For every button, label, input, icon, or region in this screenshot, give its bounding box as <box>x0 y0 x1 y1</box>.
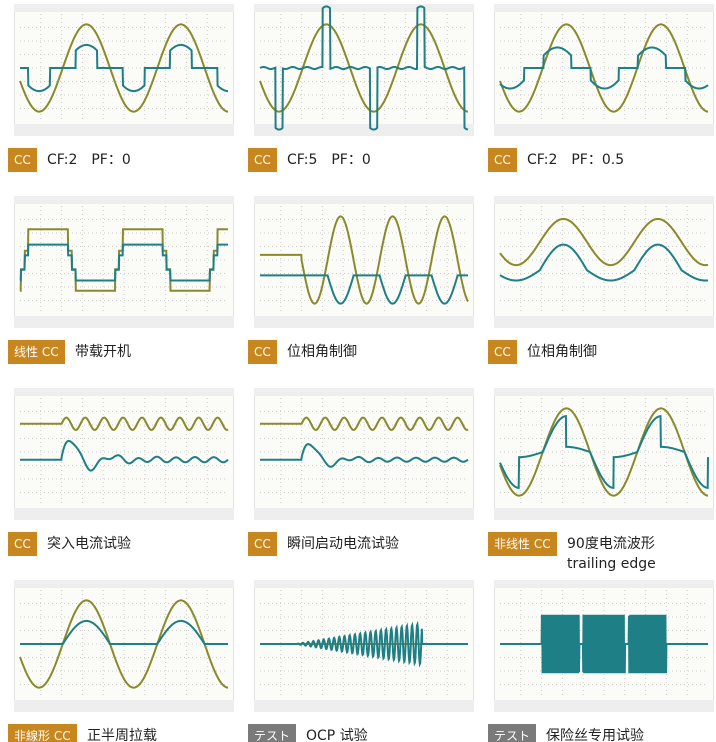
scope-screen <box>14 196 234 328</box>
status-bar <box>14 316 234 328</box>
caption: 位相角制御 <box>287 342 357 362</box>
caption: 位相角制御 <box>527 342 597 362</box>
status-bar <box>254 508 474 520</box>
status-bar <box>14 4 234 12</box>
caption: trailing edge <box>567 554 656 574</box>
caption: CF:2 PF：0 <box>47 150 131 170</box>
status-bar <box>14 124 234 136</box>
status-bar <box>494 700 714 712</box>
tag: CC <box>488 148 517 172</box>
caption: OCP 试验 <box>306 726 368 742</box>
status-bar <box>494 196 714 204</box>
scope-screen <box>254 388 474 520</box>
status-bar <box>14 508 234 520</box>
scope-screen <box>494 4 714 136</box>
status-bar <box>14 700 234 712</box>
scope-screen <box>14 388 234 520</box>
tag: 非線形 CC <box>8 724 77 742</box>
tag: CC <box>488 340 517 364</box>
scope-screen <box>254 196 474 328</box>
scope-screen <box>254 4 474 136</box>
scope-screen <box>494 580 714 712</box>
caption: 正半周拉载 <box>87 726 157 742</box>
status-bar <box>254 388 474 396</box>
tag: テスト <box>488 724 536 742</box>
status-bar <box>494 388 714 396</box>
caption: 带载开机 <box>75 342 131 362</box>
status-bar <box>494 580 714 588</box>
status-bar <box>254 4 474 12</box>
tag: テスト <box>248 724 296 742</box>
caption: 90度电流波形 <box>567 534 655 554</box>
status-bar <box>254 316 474 328</box>
status-bar <box>254 580 474 588</box>
page: CC CF:2 PF：0 CC CF:5 PF：0 CC CF:2 PF：0.5 线性 CC… <box>0 0 716 742</box>
caption: 突入电流试验 <box>47 534 131 554</box>
scope-screen <box>494 388 714 520</box>
status-bar <box>254 196 474 204</box>
tag: CC <box>248 148 277 172</box>
scope-screen <box>254 580 474 712</box>
scope-screen <box>494 196 714 328</box>
tag: CC <box>248 340 277 364</box>
tag: 线性 CC <box>8 340 65 364</box>
caption: CF:2 PF：0.5 <box>527 150 624 170</box>
status-bar <box>494 4 714 12</box>
caption: CF:5 PF：0 <box>287 150 371 170</box>
tag: CC <box>8 148 37 172</box>
tag: CC <box>8 532 37 556</box>
scope-screen <box>14 580 234 712</box>
status-bar <box>254 700 474 712</box>
tag: CC <box>248 532 277 556</box>
scope-screen <box>14 4 234 136</box>
status-bar <box>494 124 714 136</box>
caption: 瞬间启动电流试验 <box>287 534 399 554</box>
status-bar <box>14 196 234 204</box>
status-bar <box>494 508 714 520</box>
status-bar <box>494 316 714 328</box>
status-bar <box>14 388 234 396</box>
tag: 非线性 CC <box>488 532 557 556</box>
caption: 保险丝专用试验 <box>546 726 644 742</box>
status-bar <box>254 124 474 136</box>
status-bar <box>14 580 234 588</box>
